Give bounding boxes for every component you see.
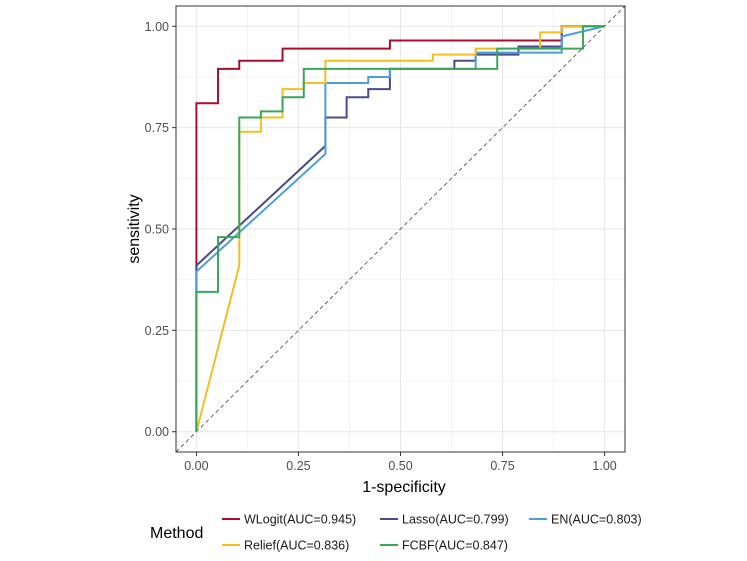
x-axis-title: 1-specificity [362,479,446,496]
x-axis-ticks: 0.00 0.25 0.50 0.75 1.00 [184,452,617,473]
series-lines [195,25,605,432]
x-tick-label: 0.00 [184,459,208,473]
reference-diagonal [175,5,626,453]
legend-label-2: EN(AUC=0.803) [551,513,642,527]
x-tick-label: 0.50 [388,459,412,473]
x-tick-label: 0.25 [286,459,310,473]
series-line-4 [195,25,605,432]
legend-label-0: WLogit(AUC=0.945) [244,513,356,527]
legend-label-1: Lasso(AUC=0.799) [402,513,509,527]
y-tick-label: 0.00 [145,425,169,439]
series-line-2 [195,25,605,432]
reference-line [175,5,626,453]
grid [176,6,625,452]
legend-label-4: FCBF(AUC=0.847) [402,539,508,553]
legend-label-3: Relief(AUC=0.836) [244,539,349,553]
legend: WLogit(AUC=0.945) Lasso(AUC=0.799) EN(AUC=… [222,513,642,553]
x-tick-label: 1.00 [592,459,616,473]
y-tick-label: 0.75 [145,121,169,135]
y-tick-label: 1.00 [145,20,169,34]
y-axis-title: sensitivity [126,194,143,263]
series-line-3 [195,25,605,432]
series-line-0 [195,25,605,432]
x-tick-label: 0.75 [490,459,514,473]
y-axis-ticks: 0.00 0.25 0.50 0.75 1.00 [145,20,176,439]
y-tick-label: 0.50 [145,223,169,237]
y-tick-label: 0.25 [145,324,169,338]
legend-title: Method [150,525,203,542]
